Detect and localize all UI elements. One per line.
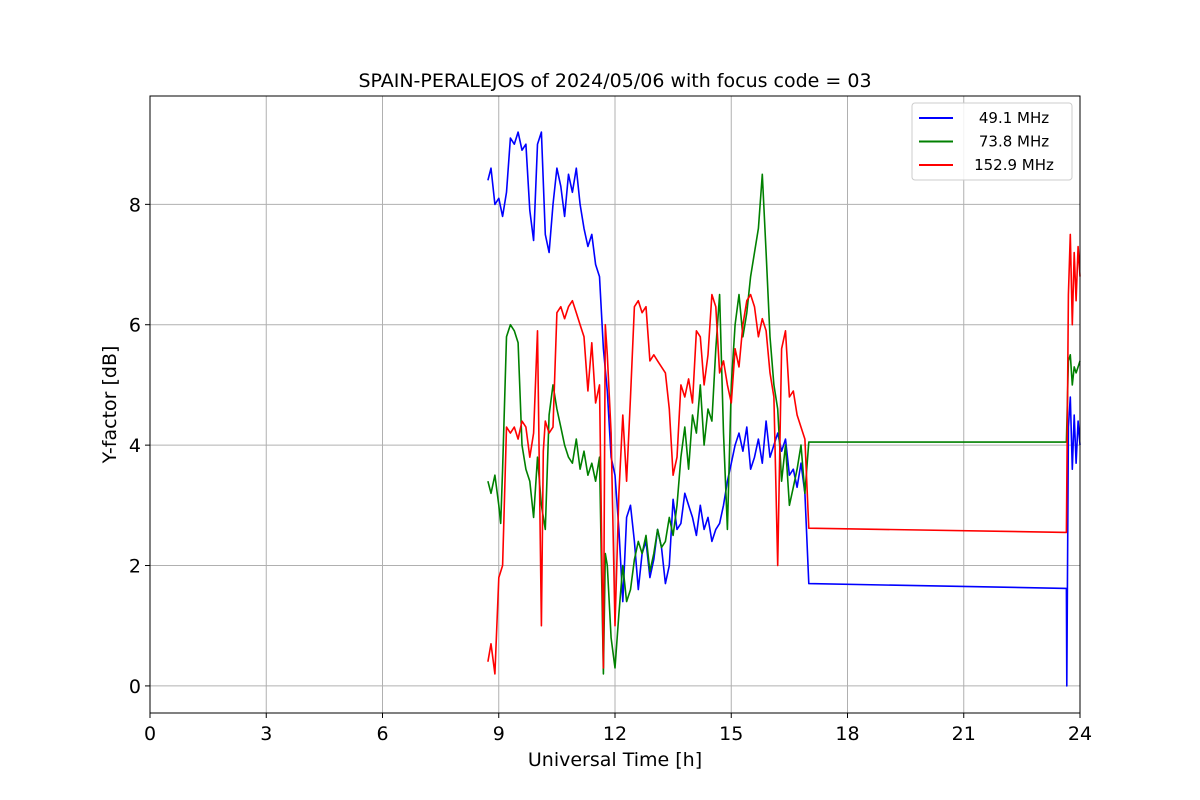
- x-tick-label: 21: [952, 723, 976, 745]
- y-tick-label: 8: [129, 194, 141, 216]
- x-tick-label: 18: [835, 723, 859, 745]
- y-tick-label: 4: [129, 435, 141, 457]
- legend-entries: 49.1 MHz 73.8 MHz 152.9 MHz: [919, 109, 1054, 174]
- y-tick-label: 2: [129, 556, 141, 578]
- legend-label-2: 152.9 MHz: [974, 156, 1054, 174]
- y-axis-label: Y-factor [dB]: [99, 346, 121, 465]
- series-line-0: [487, 131, 1081, 687]
- x-tick-label: 12: [603, 723, 627, 745]
- data-layer: [487, 131, 1081, 687]
- legend: 49.1 MHz 73.8 MHz 152.9 MHz: [911, 102, 1073, 181]
- x-tick-label: 0: [144, 723, 156, 745]
- x-tick-label: 6: [376, 723, 388, 745]
- x-tick-label: 9: [493, 723, 505, 745]
- x-tick-label: 15: [719, 723, 743, 745]
- x-axis-label: Universal Time [h]: [528, 749, 702, 771]
- x-tick-label: 24: [1068, 723, 1092, 745]
- legend-box: [911, 102, 1073, 181]
- y-tick-label: 0: [129, 676, 141, 698]
- legend-label-1: 73.8 MHz: [979, 133, 1049, 151]
- legend-label-0: 49.1 MHz: [979, 109, 1049, 127]
- y-tick-label: 6: [129, 315, 141, 337]
- x-tick-label: 3: [260, 723, 272, 745]
- chart-title: SPAIN-PERALEJOS of 2024/05/06 with focus…: [358, 70, 871, 92]
- series-line-2: [487, 233, 1081, 675]
